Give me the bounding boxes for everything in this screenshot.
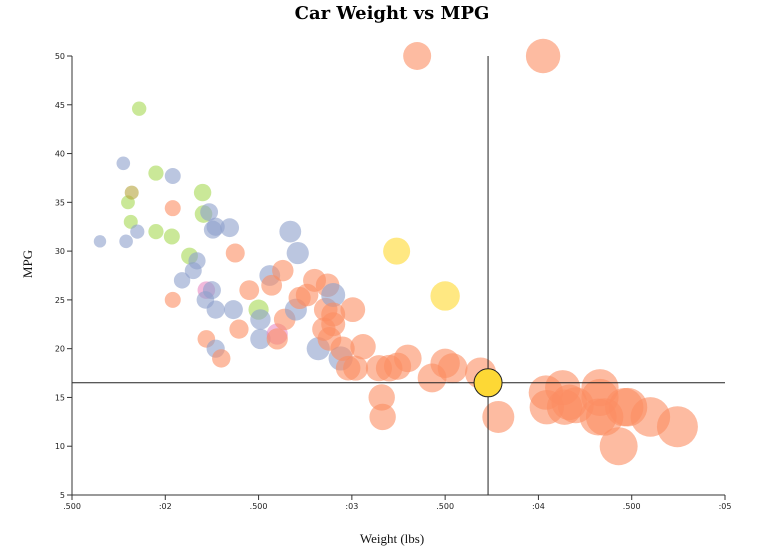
plot-area <box>72 38 725 495</box>
data-point <box>239 280 260 301</box>
y-tick-label: 20 <box>55 345 65 354</box>
data-point <box>193 183 212 202</box>
data-point <box>229 319 249 339</box>
data-point <box>93 235 107 248</box>
data-point <box>430 281 460 311</box>
y-tick-label: 40 <box>55 150 65 159</box>
y-tick-label: 50 <box>55 52 65 61</box>
axes: 5 10 15 20 25 30 35 40 45 50 .500 :02 .500 :03 .500 :04… <box>55 52 732 511</box>
x-tick-label: .500 <box>250 502 268 511</box>
data-point <box>350 334 376 360</box>
data-point <box>321 312 346 337</box>
data-point <box>188 252 206 270</box>
y-tick-label: 10 <box>55 442 65 451</box>
data-point <box>148 165 164 181</box>
highlighted-point <box>473 368 503 398</box>
data-point <box>148 224 164 240</box>
x-tick-label: :03 <box>345 502 358 511</box>
data-point <box>173 272 191 289</box>
data-point <box>119 234 133 249</box>
data-point <box>163 228 180 245</box>
data-point <box>272 259 294 282</box>
x-tick-label: .500 <box>623 502 641 511</box>
data-point <box>200 203 219 221</box>
data-point <box>656 406 698 448</box>
data-point <box>403 42 432 70</box>
x-tick-label: :04 <box>532 502 545 511</box>
x-tick-label: :02 <box>159 502 172 511</box>
y-tick-label: 45 <box>55 101 65 110</box>
data-point <box>206 217 225 236</box>
data-point <box>330 336 355 361</box>
data-point <box>164 291 181 308</box>
data-point <box>369 403 396 431</box>
data-point <box>340 297 366 323</box>
data-point <box>482 400 515 433</box>
data-point <box>261 274 283 296</box>
data-point <box>266 328 288 350</box>
x-axis-label: Weight (lbs) <box>360 531 424 546</box>
data-point <box>130 224 145 239</box>
data-point <box>116 156 131 171</box>
data-point <box>225 243 245 263</box>
data-point <box>202 281 221 300</box>
y-tick-label: 5 <box>60 491 65 500</box>
data-point <box>599 427 638 466</box>
data-point <box>124 185 139 200</box>
y-tick-label: 25 <box>55 296 65 305</box>
y-tick-label: 15 <box>55 393 65 402</box>
data-point <box>220 218 240 238</box>
data-point <box>223 300 243 320</box>
data-point <box>279 220 302 243</box>
data-point <box>343 355 369 381</box>
x-tick-label: .500 <box>63 502 81 511</box>
data-point <box>437 353 468 384</box>
data-point <box>321 283 346 308</box>
data-point <box>394 344 422 373</box>
x-tick-label: :05 <box>719 502 732 511</box>
data-point <box>525 38 561 74</box>
data-point <box>250 309 271 330</box>
chart-title: Car Weight vs MPG <box>295 3 490 24</box>
data-point <box>286 241 309 265</box>
data-point <box>131 101 147 116</box>
data-point <box>368 384 395 411</box>
data-point <box>212 349 231 368</box>
data-point <box>164 200 181 217</box>
y-tick-label: 35 <box>55 198 65 207</box>
y-tick-label: 30 <box>55 247 65 256</box>
data-point <box>164 167 181 184</box>
y-axis-label: MPG <box>20 250 35 278</box>
data-point <box>250 328 271 350</box>
data-point <box>383 237 411 265</box>
x-tick-label: .500 <box>436 502 454 511</box>
data-point <box>206 300 225 319</box>
